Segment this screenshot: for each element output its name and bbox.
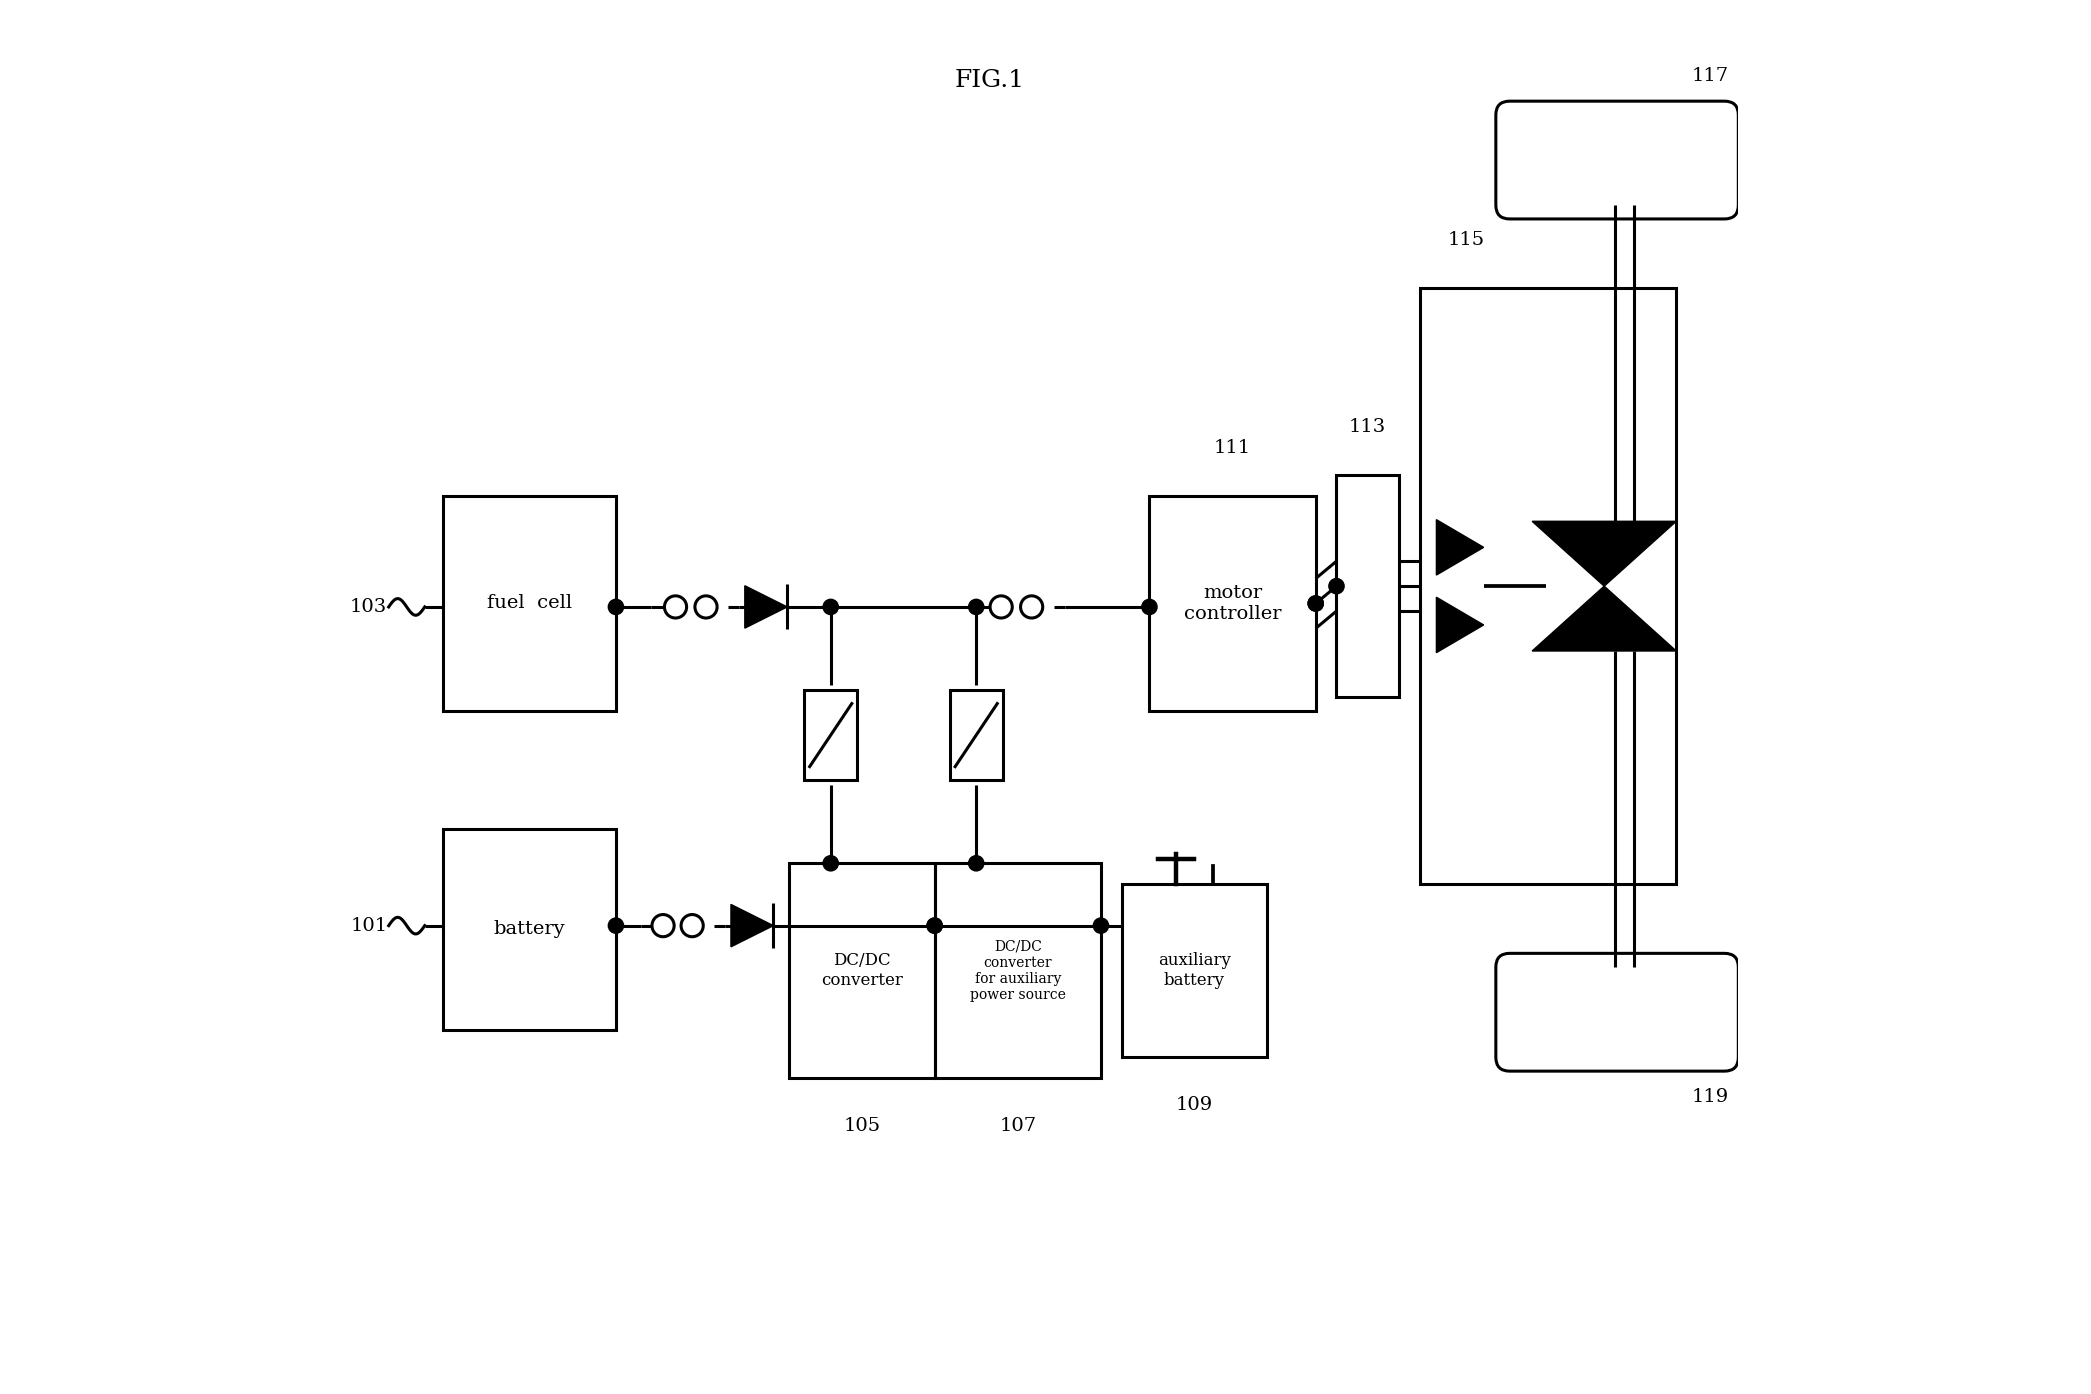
Circle shape: [968, 856, 985, 871]
Text: DC/DC
converter: DC/DC converter: [822, 952, 903, 988]
Polygon shape: [1437, 597, 1485, 652]
Circle shape: [1142, 599, 1156, 615]
Circle shape: [926, 919, 943, 933]
Text: 105: 105: [843, 1117, 880, 1135]
Text: battery: battery: [493, 920, 565, 938]
Text: 115: 115: [1447, 231, 1485, 250]
Circle shape: [1309, 595, 1324, 611]
Circle shape: [1094, 919, 1108, 933]
Bar: [949, 690, 1002, 781]
Bar: [935, 863, 1102, 1078]
Text: FIG.1: FIG.1: [956, 68, 1025, 92]
Bar: [443, 828, 617, 1030]
Polygon shape: [744, 585, 786, 629]
Text: DC/DC
converter
for auxiliary
power source: DC/DC converter for auxiliary power sour…: [970, 940, 1066, 1002]
Text: fuel  cell: fuel cell: [487, 594, 573, 612]
Polygon shape: [1533, 521, 1677, 585]
Circle shape: [608, 599, 623, 615]
Circle shape: [1309, 595, 1324, 611]
Text: 107: 107: [999, 1117, 1037, 1135]
Bar: [1121, 884, 1267, 1057]
Text: auxiliary
battery: auxiliary battery: [1158, 952, 1232, 988]
Bar: [1150, 496, 1315, 711]
Bar: [443, 496, 617, 711]
Polygon shape: [1533, 585, 1677, 651]
Text: 117: 117: [1692, 67, 1729, 85]
Bar: [805, 690, 857, 781]
Text: 109: 109: [1175, 1096, 1213, 1114]
Text: 113: 113: [1349, 418, 1386, 436]
Circle shape: [824, 856, 838, 871]
Bar: [1420, 289, 1677, 884]
Circle shape: [1330, 579, 1345, 594]
Circle shape: [968, 599, 985, 615]
Text: 111: 111: [1215, 439, 1250, 457]
Polygon shape: [1437, 520, 1485, 576]
Bar: [788, 863, 935, 1078]
Text: 103: 103: [349, 598, 387, 616]
Polygon shape: [732, 905, 774, 947]
Bar: [1336, 475, 1399, 697]
Circle shape: [824, 599, 838, 615]
Text: 119: 119: [1692, 1087, 1729, 1105]
Circle shape: [608, 919, 623, 933]
Circle shape: [926, 919, 943, 933]
Text: 101: 101: [349, 917, 387, 934]
Text: motor
controller: motor controller: [1184, 584, 1282, 623]
